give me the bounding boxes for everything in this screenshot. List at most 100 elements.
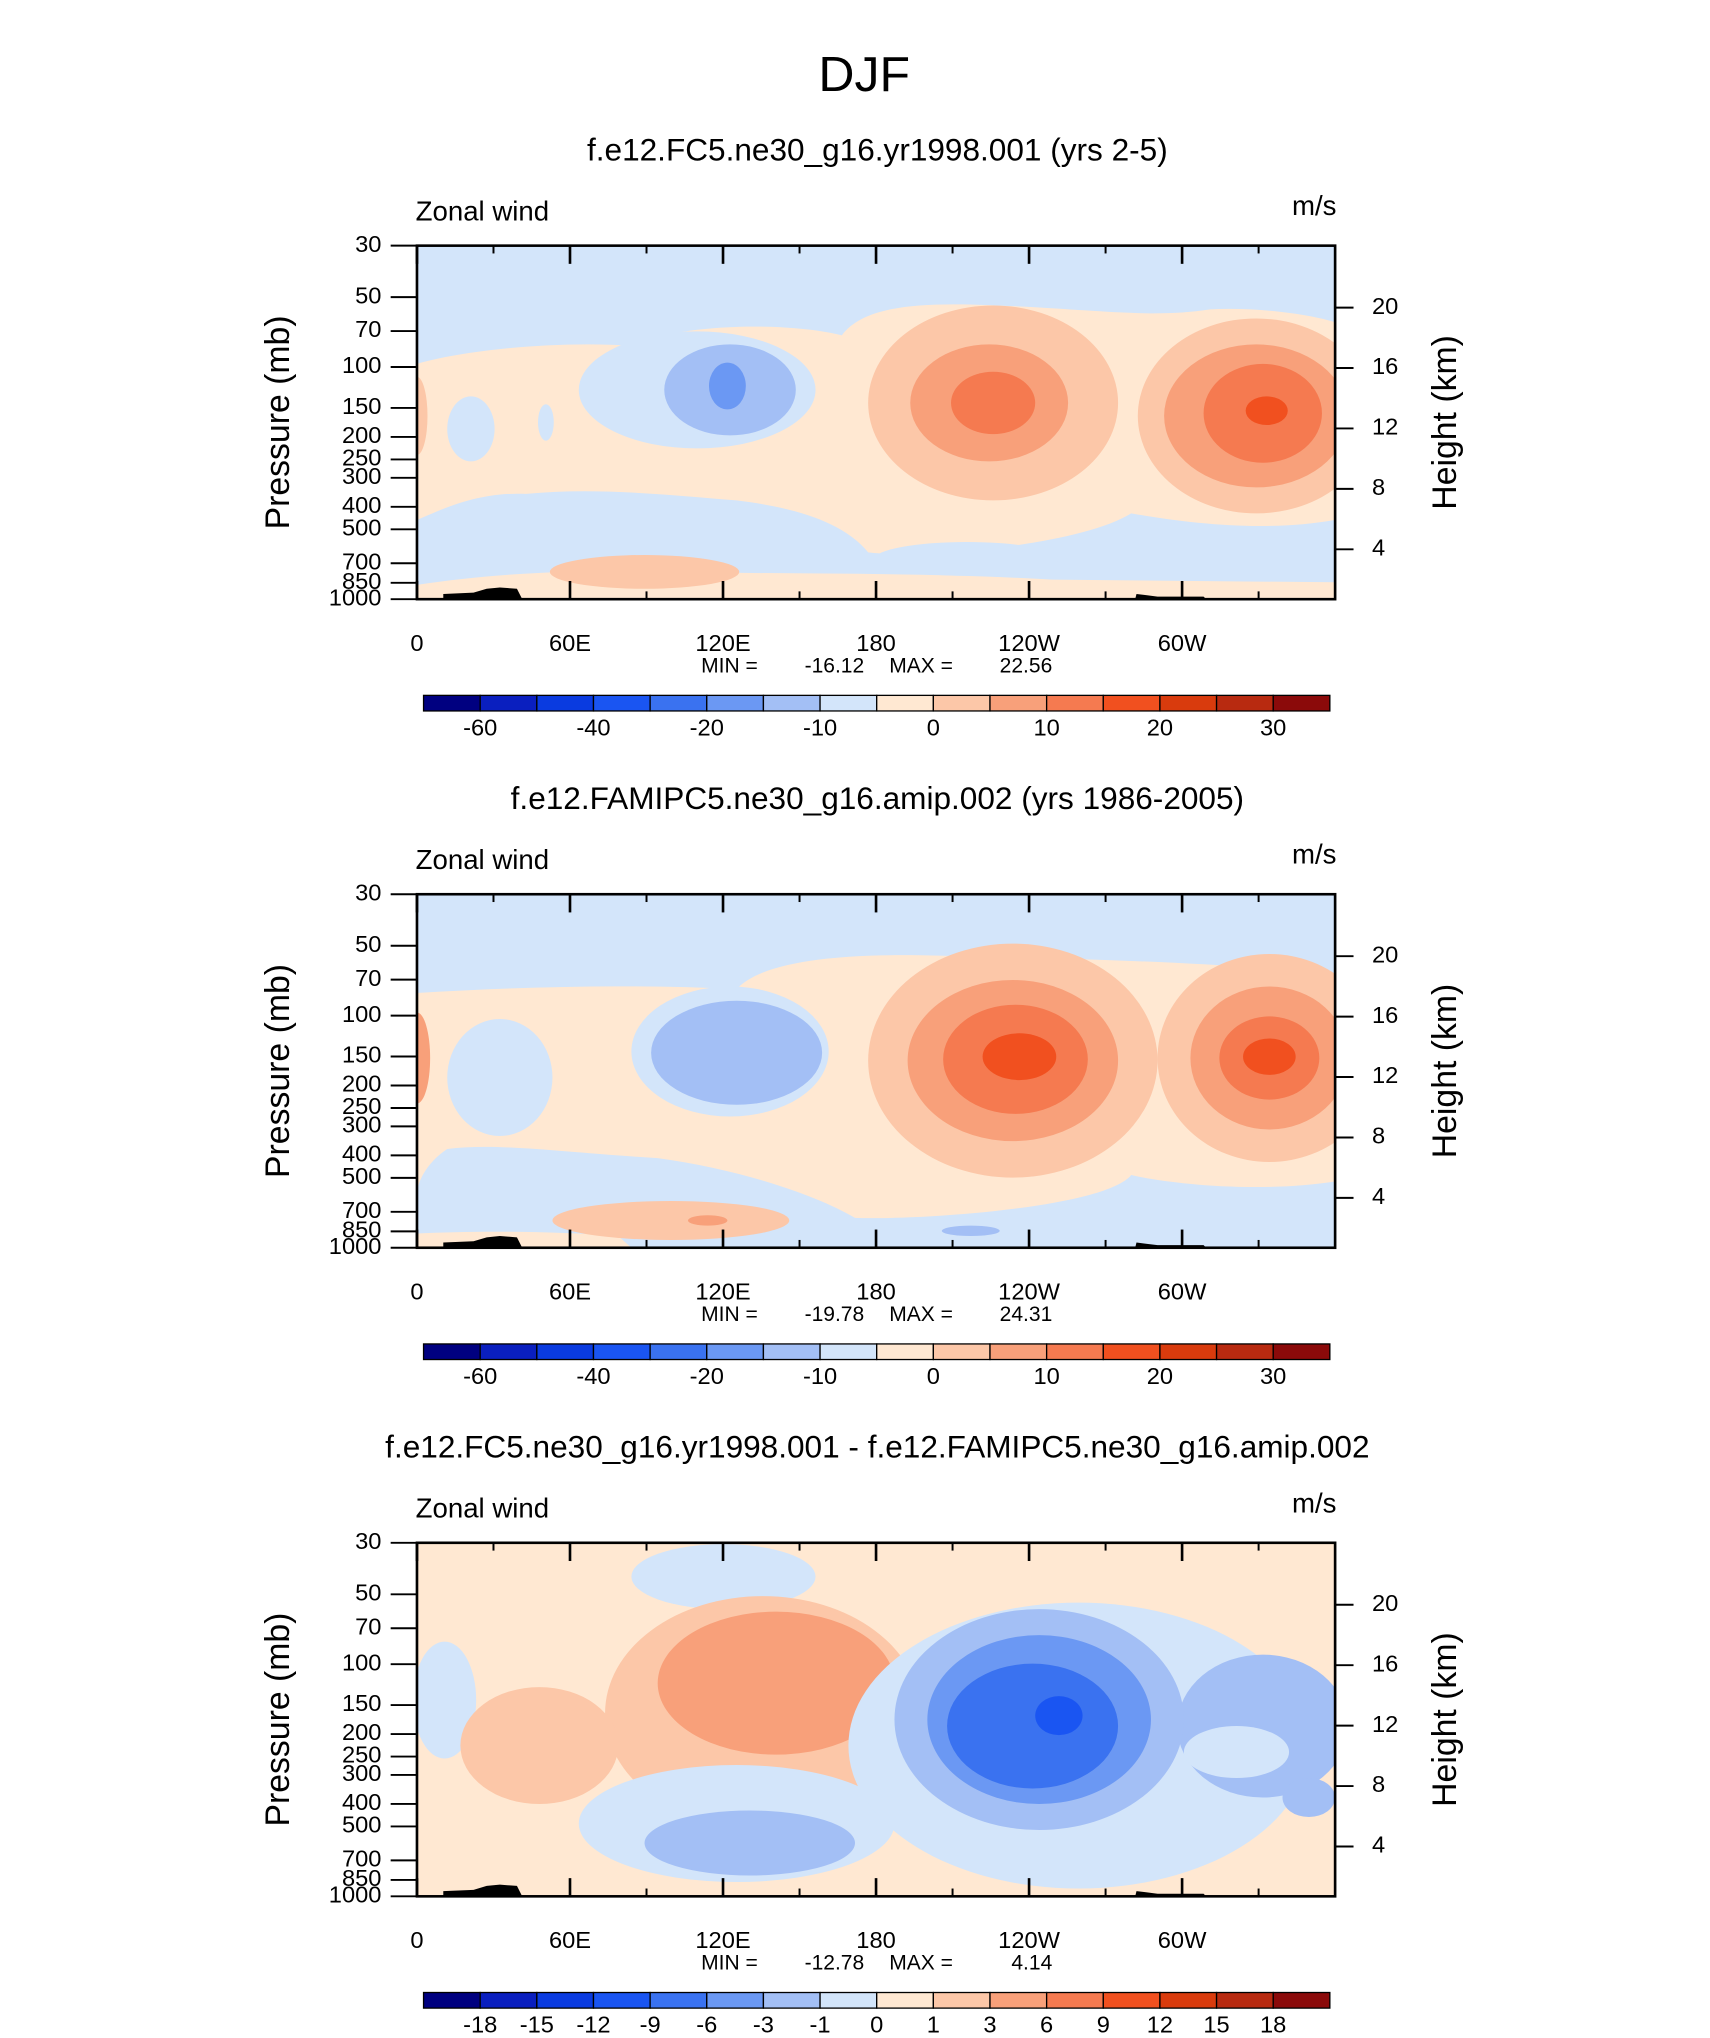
- colorbar-tick-label: 0: [927, 714, 940, 740]
- colorbar-tick-label: -18: [463, 2012, 497, 2038]
- variable-label: Zonal wind: [416, 196, 549, 227]
- y-tick-label: 700: [342, 1197, 381, 1223]
- colorbar-box: [1215, 694, 1274, 712]
- colorbar-box: [1102, 694, 1161, 712]
- colorbar-box: [479, 1991, 538, 2009]
- colorbar-box: [1102, 1343, 1161, 1361]
- colorbar-tick-label: -9: [640, 2012, 661, 2038]
- colorbar-box: [536, 1991, 595, 2009]
- y-axis-label: Pressure (mb): [259, 315, 297, 529]
- x-tick-label: 60W: [1158, 630, 1207, 656]
- y2-tick-label: 20: [1372, 941, 1398, 967]
- y2-tick-label: 8: [1372, 1771, 1385, 1797]
- x-tick-label: 0: [410, 1927, 423, 1953]
- colorbar-tick-label: -60: [463, 1363, 497, 1389]
- y-tick-label: 250: [342, 1742, 381, 1768]
- contour-fill: [537, 404, 554, 441]
- colorbar-box: [932, 1991, 991, 2009]
- colorbar-box: [819, 1991, 878, 2009]
- colorbar-box: [989, 694, 1048, 712]
- units-label: m/s: [1292, 190, 1336, 221]
- colorbar-box: [422, 694, 481, 712]
- y-tick-label: 500: [342, 1812, 381, 1838]
- colorbar-box: [536, 1343, 595, 1361]
- contour-fill: [1245, 396, 1288, 426]
- contour-fill: [951, 371, 1036, 435]
- x-tick-label: 60W: [1158, 1927, 1207, 1953]
- y-tick-label: 300: [342, 1112, 381, 1138]
- colorbar-box: [649, 694, 708, 712]
- min-value: -19.78: [805, 1303, 865, 1326]
- panel-title: f.e12.FAMIPC5.ne30_g16.amip.002 (yrs 198…: [511, 781, 1244, 816]
- contour-fill: [982, 1033, 1057, 1081]
- y2-tick-label: 4: [1372, 1183, 1385, 1209]
- y-tick-label: 500: [342, 515, 381, 541]
- y2-axis-label: Height (km): [1426, 1632, 1464, 1807]
- x-tick-label: 60E: [549, 630, 591, 656]
- colorbar-box: [1045, 694, 1104, 712]
- panel: f.e12.FC5.ne30_g16.yr1998.001 - f.e12.FA…: [259, 1430, 1464, 2038]
- contour-fill: [416, 934, 470, 987]
- y2-tick-label: 12: [1372, 1062, 1398, 1088]
- y2-tick-label: 4: [1372, 535, 1385, 561]
- colorbar-tick-label: -15: [520, 2012, 554, 2038]
- colorbar-tick-label: 20: [1147, 714, 1173, 740]
- colorbar-box: [1215, 1991, 1274, 2009]
- y-tick-label: 850: [342, 1865, 381, 1891]
- colorbar-tick-label: -3: [753, 2012, 774, 2038]
- colorbar-tick-label: 1: [927, 2012, 940, 2038]
- panel-title: f.e12.FC5.ne30_g16.yr1998.001 - f.e12.FA…: [385, 1430, 1369, 1465]
- contour-fill: [1035, 1696, 1083, 1736]
- colorbar-box: [876, 1991, 935, 2009]
- y-tick-label: 70: [355, 965, 381, 991]
- units-label: m/s: [1292, 1487, 1336, 1518]
- x-tick-label: 60W: [1158, 1279, 1207, 1305]
- colorbar-tick-label: -40: [576, 714, 610, 740]
- contour-field: [416, 894, 1336, 1248]
- y-axis-label: Pressure (mb): [259, 964, 297, 1178]
- colorbar-tick-label: 12: [1147, 2012, 1173, 2038]
- colorbar-box: [762, 1991, 821, 2009]
- figure-title: DJF: [818, 46, 910, 102]
- y-tick-label: 400: [342, 1141, 381, 1167]
- contour-fill: [947, 1663, 1119, 1789]
- contour-fill: [447, 1019, 553, 1136]
- y2-tick-label: 4: [1372, 1832, 1385, 1858]
- x-tick-label: 180: [856, 1927, 895, 1953]
- contour-fill: [708, 362, 746, 410]
- colorbar-box: [1159, 1343, 1218, 1361]
- y-tick-label: 1000: [329, 1882, 382, 1908]
- y-tick-label: 150: [342, 1690, 381, 1716]
- y-axis-label: Pressure (mb): [259, 1613, 297, 1827]
- x-tick-label: 120W: [998, 630, 1061, 656]
- y-tick-label: 100: [342, 1649, 381, 1675]
- contour-fill: [552, 1200, 790, 1240]
- colorbar-tick-label: -60: [463, 714, 497, 740]
- y2-tick-label: 20: [1372, 293, 1398, 319]
- y-tick-label: 200: [342, 1719, 381, 1745]
- max-value: 24.31: [1000, 1303, 1053, 1326]
- colorbar-tick-label: -10: [803, 714, 837, 740]
- y2-tick-label: 16: [1372, 1002, 1398, 1028]
- colorbar-tick-label: 9: [1097, 2012, 1110, 2038]
- contour-fill: [1243, 1038, 1296, 1075]
- colorbar-box: [989, 1343, 1048, 1361]
- y2-axis-label: Height (km): [1426, 984, 1464, 1159]
- colorbar-box: [479, 1343, 538, 1361]
- y-tick-label: 50: [355, 282, 381, 308]
- x-tick-label: 0: [410, 630, 423, 656]
- colorbar-tick-label: -1: [810, 2012, 831, 2038]
- colorbar-box: [1159, 1991, 1218, 2009]
- y-tick-label: 30: [355, 1528, 381, 1554]
- contour-fill: [631, 1544, 816, 1610]
- y2-tick-label: 16: [1372, 1650, 1398, 1676]
- x-tick-label: 120E: [695, 1927, 750, 1953]
- colorbar-tick-label: 10: [1033, 714, 1059, 740]
- colorbar-tick-label: 30: [1260, 1363, 1286, 1389]
- colorbar-box: [1272, 694, 1331, 712]
- x-tick-label: 120W: [998, 1279, 1061, 1305]
- contour-fill: [1282, 1778, 1336, 1818]
- y-tick-label: 400: [342, 492, 381, 518]
- colorbar-box: [762, 694, 821, 712]
- colorbar-box: [592, 694, 651, 712]
